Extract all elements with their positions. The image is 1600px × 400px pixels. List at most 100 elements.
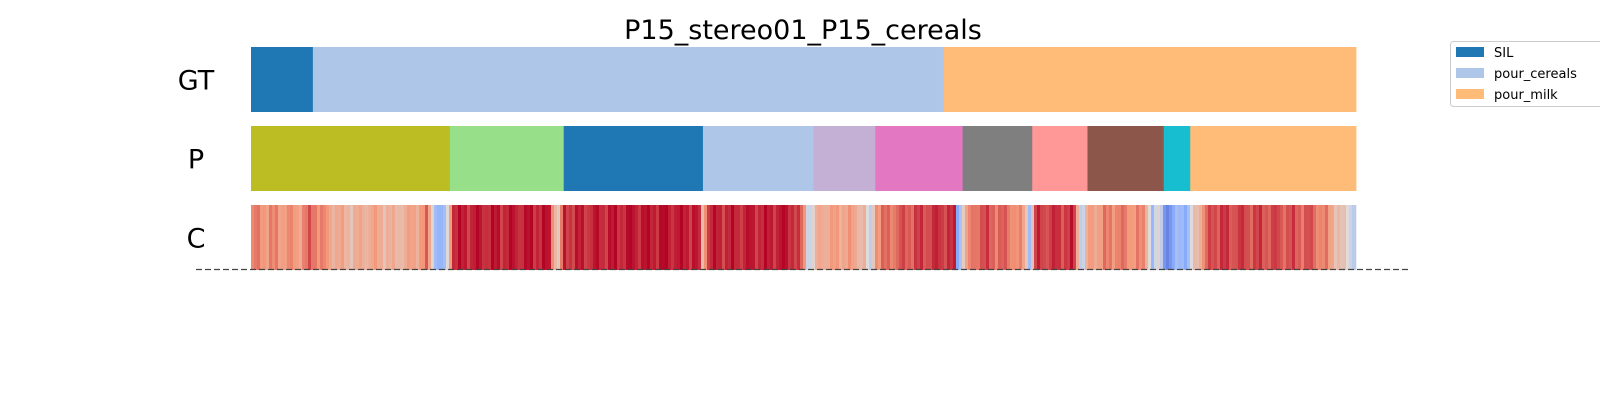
confidence-cell-341: [1274, 205, 1278, 270]
confidence-cell-283: [1100, 205, 1104, 270]
confidence-cell-254: [1013, 205, 1017, 270]
confidence-cell-291: [1124, 205, 1128, 270]
confidence-cell-249: [998, 205, 1002, 270]
confidence-cell-228: [935, 205, 939, 270]
confidence-cell-47: [392, 205, 396, 270]
confidence-cell-267: [1052, 205, 1056, 270]
confidence-cell-294: [1133, 205, 1137, 270]
confidence-cell-336: [1259, 205, 1263, 270]
confidence-cell-165: [746, 205, 750, 270]
confidence-cell-302: [1157, 205, 1161, 270]
confidence-cell-37: [362, 205, 366, 270]
confidence-cell-308: [1175, 205, 1179, 270]
confidence-cell-113: [590, 205, 594, 270]
confidence-cell-293: [1130, 205, 1134, 270]
confidence-cell-269: [1058, 205, 1062, 270]
confidence-cell-239: [968, 205, 972, 270]
confidence-cell-215: [896, 205, 900, 270]
confidence-cell-148: [695, 205, 699, 270]
confidence-cell-98: [545, 205, 549, 270]
confidence-cell-222: [917, 205, 921, 270]
confidence-cell-240: [971, 205, 975, 270]
confidence-cell-272: [1067, 205, 1071, 270]
confidence-cell-20: [311, 205, 315, 270]
confidence-cell-359: [1328, 205, 1332, 270]
confidence-cell-365: [1346, 205, 1350, 270]
confidence-cell-277: [1082, 205, 1086, 270]
confidence-cell-352: [1307, 205, 1311, 270]
confidence-cell-124: [623, 205, 627, 270]
confidence-cell-11: [284, 205, 288, 270]
confidence-cell-150: [701, 205, 705, 270]
confidence-cell-28: [335, 205, 339, 270]
segment-p-9: [1163, 126, 1191, 191]
confidence-cell-118: [605, 205, 609, 270]
confidence-cell-264: [1043, 205, 1047, 270]
confidence-cell-50: [401, 205, 405, 270]
confidence-cell-79: [488, 205, 492, 270]
confidence-cell-112: [587, 205, 591, 270]
confidence-cell-78: [485, 205, 489, 270]
confidence-cell-68: [455, 205, 459, 270]
confidence-cell-143: [680, 205, 684, 270]
confidence-cell-16: [299, 205, 303, 270]
confidence-cell-246: [989, 205, 993, 270]
confidence-cell-281: [1094, 205, 1098, 270]
confidence-cell-204: [863, 205, 867, 270]
confidence-cell-160: [731, 205, 735, 270]
confidence-cell-210: [881, 205, 885, 270]
confidence-cell-92: [527, 205, 531, 270]
confidence-cell-80: [491, 205, 495, 270]
confidence-cell-107: [572, 205, 576, 270]
confidence-cell-179: [788, 205, 792, 270]
confidence-cell-362: [1337, 205, 1341, 270]
confidence-cell-180: [791, 205, 795, 270]
confidence-cell-325: [1226, 205, 1230, 270]
confidence-cell-45: [386, 205, 390, 270]
row-c-strip: [251, 205, 1357, 270]
confidence-cell-166: [749, 205, 753, 270]
legend-swatch-2: [1456, 89, 1484, 99]
confidence-cell-157: [722, 205, 726, 270]
confidence-cell-212: [887, 205, 891, 270]
confidence-cell-14: [293, 205, 297, 270]
confidence-cell-314: [1193, 205, 1197, 270]
confidence-cell-225: [926, 205, 930, 270]
confidence-cell-57: [422, 205, 426, 270]
confidence-cell-85: [506, 205, 510, 270]
confidence-cell-313: [1190, 205, 1194, 270]
segment-gt-2: [943, 47, 1357, 112]
confidence-cell-251: [1004, 205, 1008, 270]
confidence-cell-187: [812, 205, 816, 270]
confidence-cell-243: [980, 205, 984, 270]
segment-p-8: [1087, 126, 1165, 191]
confidence-cell-58: [425, 205, 429, 270]
legend-swatch-0: [1456, 47, 1484, 57]
confidence-cell-34: [353, 205, 357, 270]
confidence-cell-219: [908, 205, 912, 270]
confidence-cell-116: [599, 205, 603, 270]
confidence-cell-190: [821, 205, 825, 270]
confidence-cell-344: [1283, 205, 1287, 270]
confidence-cell-95: [536, 205, 540, 270]
confidence-cell-258: [1025, 205, 1029, 270]
confidence-cell-127: [632, 205, 636, 270]
confidence-cell-123: [620, 205, 624, 270]
confidence-cell-193: [830, 205, 834, 270]
confidence-cell-189: [818, 205, 822, 270]
confidence-cell-209: [878, 205, 882, 270]
confidence-cell-285: [1106, 205, 1110, 270]
confidence-cell-205: [866, 205, 870, 270]
confidence-cell-40: [371, 205, 375, 270]
confidence-cell-159: [728, 205, 732, 270]
confidence-cell-186: [809, 205, 813, 270]
confidence-cell-133: [650, 205, 654, 270]
confidence-cell-52: [407, 205, 411, 270]
confidence-cell-136: [659, 205, 663, 270]
confidence-cell-110: [581, 205, 585, 270]
confidence-cell-145: [686, 205, 690, 270]
confidence-cell-315: [1196, 205, 1200, 270]
legend-label-0: SIL: [1494, 46, 1514, 61]
confidence-cell-275: [1076, 205, 1080, 270]
confidence-cell-303: [1160, 205, 1164, 270]
